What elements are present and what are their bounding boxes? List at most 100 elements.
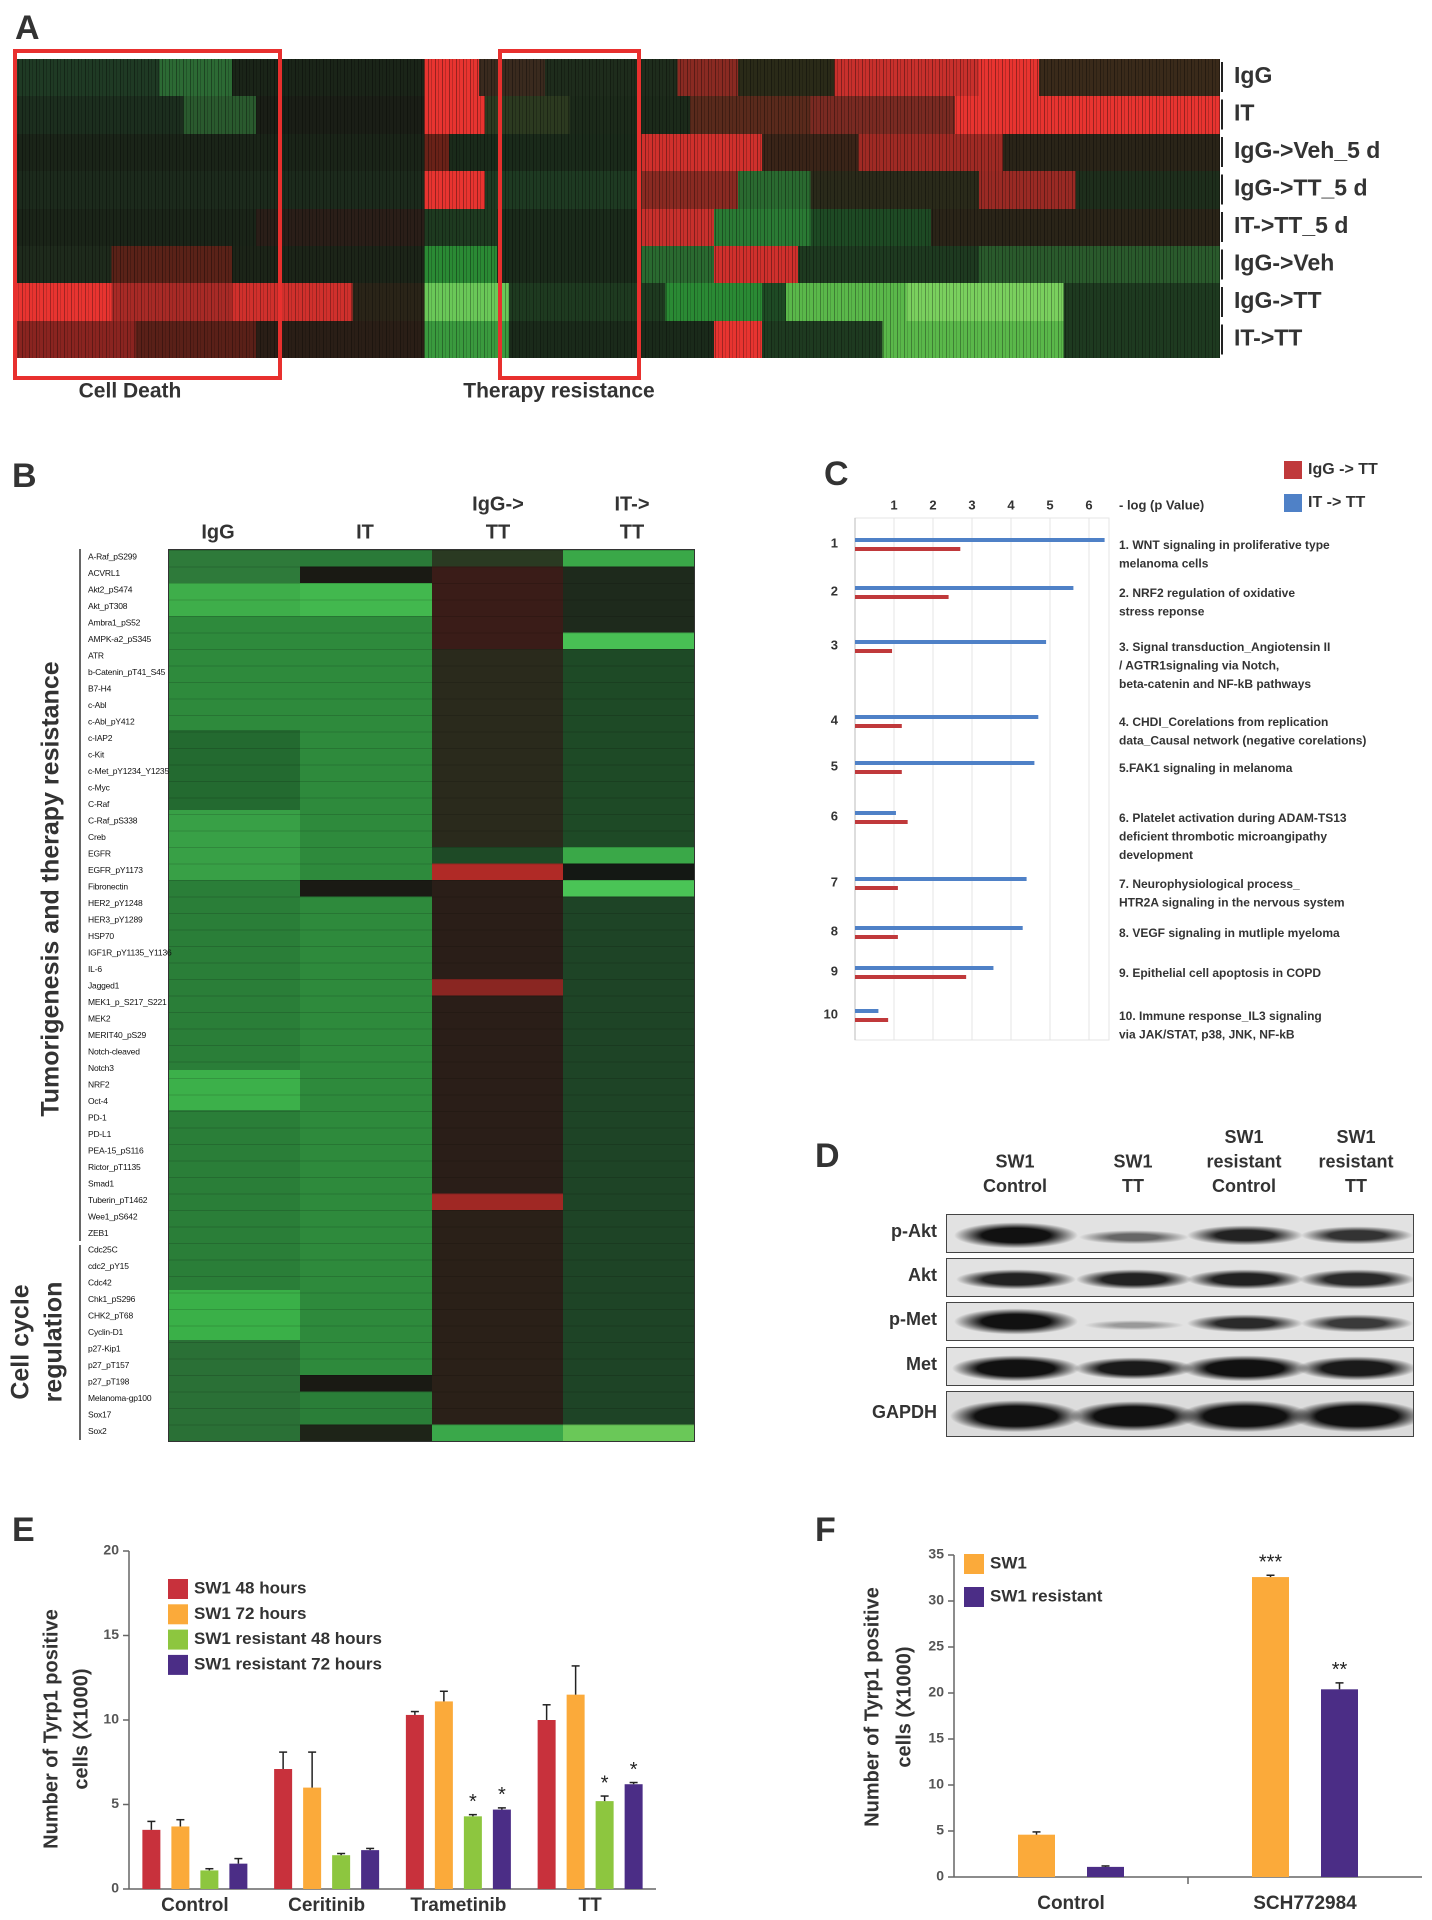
y-axis-label: cells (X1000) <box>893 1646 915 1767</box>
row-label: C-Raf <box>88 799 110 809</box>
x-tick-label: SCH772984 <box>1253 1893 1357 1914</box>
legend-swatch <box>964 1587 984 1607</box>
bar <box>1252 1577 1289 1877</box>
y-tick-label: 5 <box>936 1822 944 1838</box>
row-label: Notch-cleaved <box>88 1047 140 1057</box>
bar <box>855 770 902 774</box>
y-tick-label: 4 <box>831 712 839 727</box>
heatmap-row <box>15 283 1220 321</box>
box-label: Cell Death <box>79 380 182 403</box>
column-label: IT <box>356 521 374 543</box>
row-label: IT <box>1234 100 1254 126</box>
x-tick-label: Control <box>161 1895 229 1916</box>
column-label: TT <box>486 521 510 543</box>
legend-label: IgG -> TT <box>1308 461 1378 478</box>
row-label: IgG->TT <box>1234 287 1322 313</box>
description: 4. CHDI_Corelations from replication <box>1119 715 1328 729</box>
legend-swatch <box>1284 461 1302 479</box>
bar <box>855 649 893 653</box>
x-tick-label: 1 <box>890 497 897 512</box>
heatmap-column <box>300 550 432 1441</box>
bar <box>303 1787 322 1889</box>
description: 1. WNT signaling in proliferative type <box>1119 538 1330 552</box>
y-tick-label: 30 <box>928 1592 944 1608</box>
row-label: Cdc25C <box>88 1245 118 1255</box>
description: development <box>1119 848 1193 862</box>
x-tick-label: 2 <box>929 497 936 512</box>
panel-label: B <box>12 457 37 495</box>
heatmap-row <box>15 96 1220 134</box>
y-tick-label: 20 <box>928 1684 944 1700</box>
bar <box>855 538 1105 542</box>
y-tick-label: 15 <box>103 1626 119 1642</box>
row-label: Ambra1_pS52 <box>88 618 141 628</box>
row-label: ATR <box>88 651 104 661</box>
group-label: Tumorigenesis and therapy resistance <box>37 661 65 1116</box>
blot-strip <box>946 1214 1414 1253</box>
bar <box>855 1018 889 1022</box>
panel-label: A <box>15 9 40 47</box>
row-label: IgG->TT_5 d <box>1234 175 1368 201</box>
bar <box>492 1809 511 1889</box>
x-axis-label: - log (p Value) <box>1119 497 1204 512</box>
row-label: Rictor_pT1135 <box>88 1162 141 1172</box>
bar <box>434 1701 453 1889</box>
bar <box>855 1009 879 1013</box>
row-label: ZEB1 <box>88 1228 109 1238</box>
column-label: SW1 <box>1336 1127 1375 1147</box>
x-tick-label: 6 <box>1085 497 1092 512</box>
description: stress reponse <box>1119 605 1205 619</box>
description: data_Causal network (negative corelation… <box>1119 734 1366 748</box>
y-tick-label: 5 <box>111 1795 119 1811</box>
y-tick-label: 6 <box>831 808 838 823</box>
bar <box>595 1801 614 1889</box>
y-axis-label: Number of Tyrp1 positive <box>861 1587 883 1827</box>
data-label: ** <box>1332 1659 1348 1681</box>
row-label: Smad1 <box>88 1179 114 1189</box>
row-label: p27-Kip1 <box>88 1344 121 1354</box>
description: 10. Immune response_IL3 signaling <box>1119 1009 1322 1023</box>
column-label: SW1 <box>1224 1127 1263 1147</box>
bar <box>405 1714 424 1889</box>
bar <box>274 1769 293 1889</box>
row-label: Cyclin-D1 <box>88 1327 124 1337</box>
bar <box>855 811 896 815</box>
y-tick-label: 1 <box>831 535 838 550</box>
group-label: regulation <box>40 1282 68 1403</box>
blot-strip <box>946 1347 1414 1386</box>
row-label: c-Met_pY1234_Y1235 <box>88 766 169 776</box>
highlight-box <box>13 49 282 380</box>
row-label: PD-L1 <box>88 1129 112 1139</box>
blot-strip <box>946 1391 1414 1437</box>
heatmap-column <box>169 550 301 1441</box>
description: 8. VEGF signaling in mutliple myeloma <box>1119 926 1340 940</box>
column-label: IT-> <box>614 493 649 515</box>
panel-label: C <box>824 455 849 493</box>
row-label: p-Akt <box>891 1221 937 1241</box>
row-label: Cdc42 <box>88 1278 112 1288</box>
y-tick-label: 10 <box>103 1711 119 1727</box>
description: deficient thrombotic microangipathy <box>1119 830 1327 844</box>
legend-label: SW1 <box>990 1553 1027 1572</box>
x-tick-label: TT <box>579 1895 603 1916</box>
panel-label: F <box>815 1511 836 1549</box>
description: HTR2A signaling in the nervous system <box>1119 896 1345 910</box>
column-label: IgG <box>201 521 234 543</box>
legend-label: IT -> TT <box>1308 494 1366 511</box>
bar <box>855 935 898 939</box>
bar <box>171 1826 190 1889</box>
bar <box>1087 1866 1124 1877</box>
legend-swatch <box>168 1579 188 1599</box>
legend-label: SW1 48 hours <box>194 1578 306 1597</box>
legend-swatch <box>964 1554 984 1574</box>
row-label: c-Abl <box>88 700 107 710</box>
row-label: NRF2 <box>88 1080 110 1090</box>
bar <box>855 640 1047 644</box>
description: 6. Platelet activation during ADAM-TS13 <box>1119 811 1347 825</box>
column-label: IgG-> <box>472 493 524 515</box>
heatmap-column <box>431 550 563 1441</box>
row-label: HER3_pY1289 <box>88 915 143 925</box>
row-label: HSP70 <box>88 931 114 941</box>
